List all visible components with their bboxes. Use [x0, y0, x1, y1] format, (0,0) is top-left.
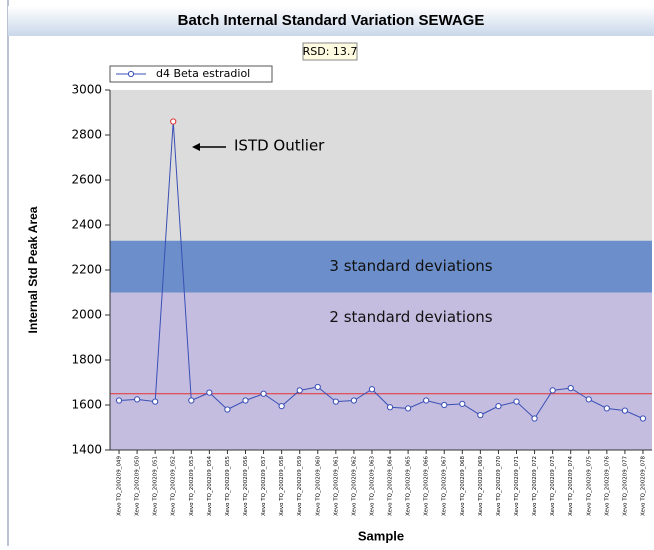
legend-marker [127, 70, 135, 78]
data-point [423, 397, 430, 404]
data-point [134, 396, 141, 403]
sd-band [110, 240, 652, 293]
x-tick-label: Xevo TQ_200209_077 [622, 456, 628, 516]
legend-label: d4 Beta estradiol [156, 67, 250, 80]
data-point [549, 387, 556, 394]
y-tick-label: 1600 [71, 398, 102, 412]
x-tick-label: Xevo TQ_200209_051 [153, 456, 159, 516]
data-point [152, 398, 159, 405]
x-tick-label: Xevo TQ_200209_050 [135, 456, 141, 516]
data-point [296, 387, 303, 394]
x-tick-label: Xevo TQ_200209_066 [424, 456, 430, 516]
data-point [567, 385, 574, 392]
x-tick-label: Xevo TQ_200209_075 [586, 456, 592, 516]
x-tick-label: Xevo TQ_200209_065 [406, 456, 412, 516]
x-tick-label: Xevo TQ_200209_054 [207, 456, 213, 516]
y-tick-label: 1400 [71, 443, 102, 457]
x-tick-label: Xevo TQ_200209_061 [333, 456, 339, 516]
rsd-label: RSD: 13.7 [303, 45, 358, 58]
y-tick-label: 2600 [71, 173, 102, 187]
x-tick-label: Xevo TQ_200209_049 [117, 456, 123, 516]
x-tick-label: Xevo TQ_200209_072 [532, 456, 538, 516]
x-tick-label: Xevo TQ_200209_074 [568, 456, 574, 516]
chart-title: Batch Internal Standard Variation SEWAGE [178, 12, 485, 29]
x-tick-label: Xevo TQ_200209_076 [604, 456, 610, 516]
data-point [459, 400, 466, 407]
data-point [206, 389, 213, 396]
data-point [603, 405, 610, 412]
title-bar [8, 6, 654, 36]
data-point [314, 383, 321, 391]
data-point [242, 397, 249, 404]
x-tick-label: Xevo TQ_200209_053 [189, 456, 195, 516]
data-point [513, 398, 520, 405]
annotation: ISTD Outlier [234, 137, 325, 155]
data-point [224, 406, 231, 413]
data-point [368, 386, 376, 393]
data-point [278, 403, 285, 410]
data-point [260, 390, 267, 397]
x-tick-label: Xevo TQ_200209_058 [279, 456, 285, 516]
data-point [531, 415, 538, 422]
x-tick-label: Xevo TQ_200209_078 [640, 456, 646, 516]
x-tick-label: Xevo TQ_200209_060 [315, 456, 321, 516]
x-tick-label: Xevo TQ_200209_068 [460, 456, 466, 516]
data-point [350, 397, 357, 404]
x-tick-label: Xevo TQ_200209_071 [514, 456, 520, 516]
data-point [495, 403, 502, 410]
data-point [188, 397, 195, 404]
x-tick-label: Xevo TQ_200209_056 [243, 456, 249, 516]
x-tick-label: Xevo TQ_200209_070 [496, 456, 502, 516]
x-tick-label: Xevo TQ_200209_052 [171, 456, 177, 516]
data-point [441, 401, 448, 409]
x-tick-label: Xevo TQ_200209_057 [261, 456, 267, 516]
y-tick-label: 2800 [71, 128, 102, 142]
data-point [621, 407, 629, 414]
y-tick-label: 3000 [71, 83, 102, 97]
band-label: 2 standard deviations [329, 308, 492, 326]
y-tick-label: 2400 [71, 218, 102, 232]
data-point [170, 118, 177, 125]
rsd-box [302, 42, 358, 61]
y-tick-label: 2200 [71, 263, 102, 277]
x-tick-label: Xevo TQ_200209_073 [550, 456, 556, 516]
x-tick-label: Xevo TQ_200209_059 [297, 456, 303, 516]
legend-box [109, 65, 273, 83]
x-tick-label: Xevo TQ_200209_062 [351, 456, 357, 516]
data-point [332, 398, 339, 405]
annotation-arrowhead [192, 143, 200, 151]
data-point [405, 405, 412, 412]
data-point [639, 415, 647, 422]
y-tick-label: 2000 [71, 308, 102, 322]
data-point [585, 396, 592, 403]
x-tick-label: Xevo TQ_200209_069 [478, 456, 484, 516]
sd-band [110, 292, 652, 450]
data-point [386, 404, 394, 411]
data-point [477, 412, 484, 419]
x-axis-label: Sample [358, 528, 404, 543]
x-tick-label: Xevo TQ_200209_067 [442, 456, 448, 516]
x-tick-label: Xevo TQ_200209_055 [225, 456, 231, 516]
y-axis-label: Internal Std Peak Area [26, 206, 40, 333]
data-point [115, 397, 123, 404]
y-tick-label: 1800 [71, 353, 102, 367]
x-tick-label: Xevo TQ_200209_064 [388, 456, 394, 516]
band-label: 3 standard deviations [329, 257, 492, 275]
x-tick-label: Xevo TQ_200209_063 [369, 456, 375, 516]
